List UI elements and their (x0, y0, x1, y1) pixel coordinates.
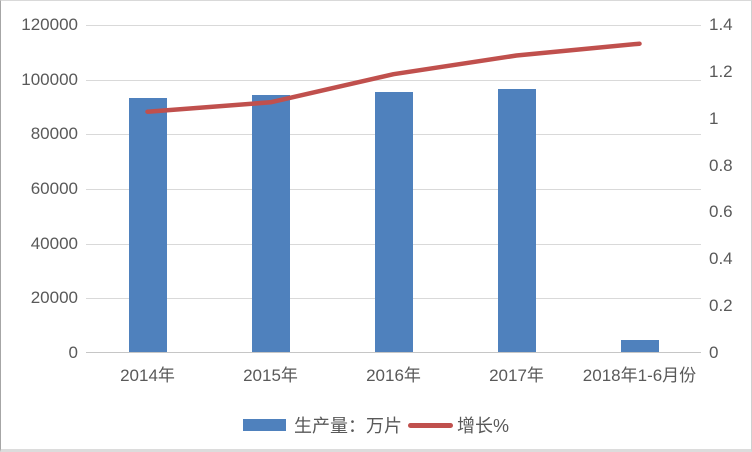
line-series (145, 41, 642, 114)
bar (620, 339, 659, 352)
legend-label-growth: 增长% (456, 416, 509, 436)
left-axis-tick: 0 (68, 343, 78, 362)
right-axis-tick: 0.2 (709, 296, 733, 316)
right-axis-tick: 0.4 (709, 249, 733, 269)
x-axis-label: 2017年 (489, 366, 544, 385)
right-axis-tick: 1 (709, 108, 719, 128)
left-axis-tick: 20000 (30, 288, 78, 308)
left-axis-tick: 120000 (21, 15, 78, 34)
gridline (86, 79, 701, 81)
x-axis-label: 2018年1-6月份 (582, 366, 697, 385)
bar (374, 91, 413, 352)
x-axis-label: 2016年 (366, 366, 421, 385)
bar (128, 97, 167, 352)
growth-line (145, 41, 642, 114)
legend-item-growth: 增长% (407, 412, 509, 438)
right-axis-tick: 1.2 (709, 61, 733, 81)
bar-swatch-icon (242, 419, 286, 431)
right-axis-tick: 1.4 (709, 15, 733, 34)
right-axis-tick: 0.8 (709, 155, 733, 175)
legend-label-production: 生产量：万片 (293, 416, 402, 436)
right-axis-tick: 0.6 (709, 202, 733, 222)
right-axis-tick: 0 (709, 343, 719, 362)
x-axis-label: 2014年 (120, 366, 175, 385)
gridline (86, 25, 701, 26)
legend: 生产量：万片 增长% (1, 412, 751, 438)
line-swatch-icon (407, 422, 453, 428)
bar (497, 89, 536, 352)
left-axis-tick: 100000 (21, 69, 78, 89)
legend-item-production: 生产量：万片 (242, 412, 402, 438)
x-axis-label: 2015年 (243, 366, 298, 385)
plot-area (86, 25, 701, 353)
left-axis-tick: 40000 (30, 233, 78, 253)
left-axis-tick: 80000 (30, 124, 78, 144)
left-axis-tick: 60000 (30, 179, 78, 198)
bar (251, 95, 290, 352)
